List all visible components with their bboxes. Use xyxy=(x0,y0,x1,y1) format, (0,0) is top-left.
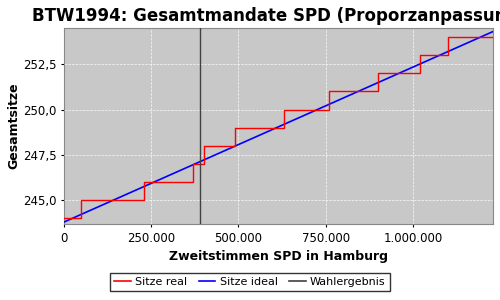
Legend: Sitze real, Sitze ideal, Wahlergebnis: Sitze real, Sitze ideal, Wahlergebnis xyxy=(110,273,390,291)
Y-axis label: Gesamtsitze: Gesamtsitze xyxy=(7,82,20,169)
X-axis label: Zweitstimmen SPD in Hamburg: Zweitstimmen SPD in Hamburg xyxy=(169,250,388,263)
Title: BTW1994: Gesamtmandate SPD (Proporzanpassung): BTW1994: Gesamtmandate SPD (Proporzanpas… xyxy=(32,7,500,25)
